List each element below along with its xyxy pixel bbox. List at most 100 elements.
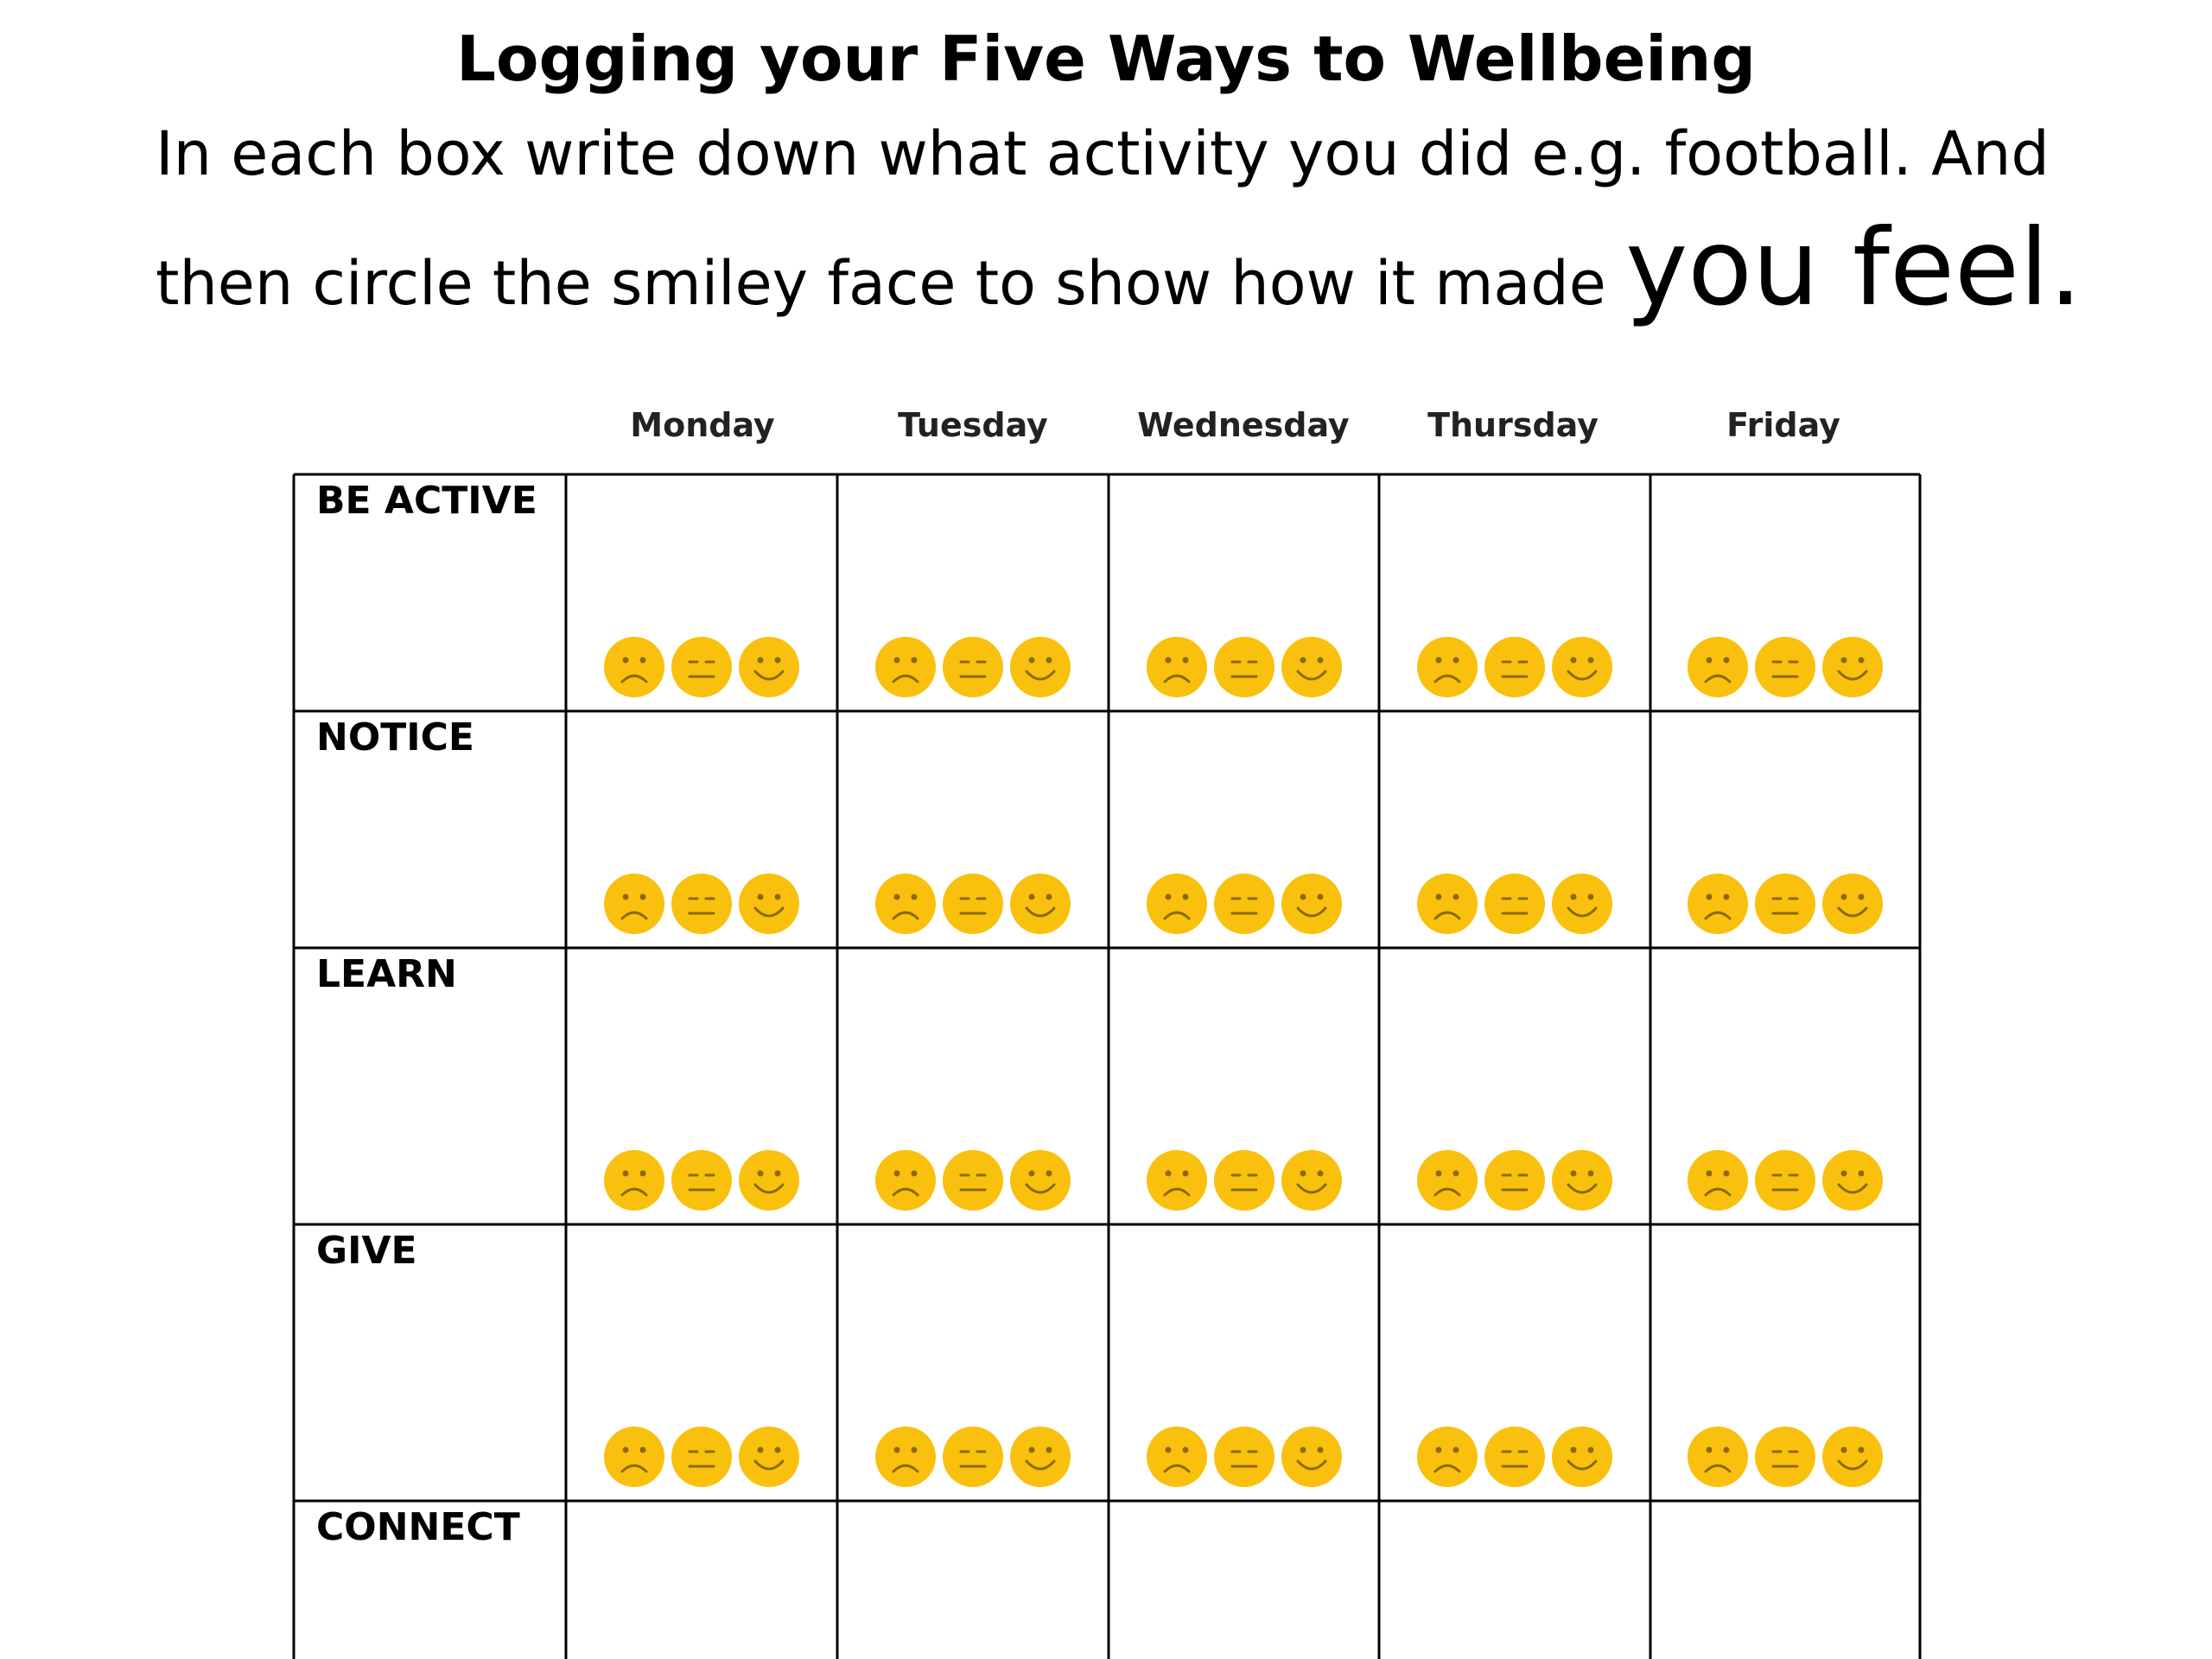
neutral-face-icon[interactable] <box>940 872 1006 936</box>
log-cell[interactable] <box>837 474 1109 711</box>
log-cell[interactable] <box>1109 1501 1379 1659</box>
happy-face-icon[interactable] <box>1279 872 1344 936</box>
log-cell[interactable] <box>1109 711 1379 948</box>
face-options <box>1650 1148 1920 1212</box>
neutral-face-icon[interactable] <box>669 872 734 936</box>
face-options <box>837 635 1109 699</box>
sad-face-icon[interactable] <box>873 1148 938 1212</box>
neutral-face-icon[interactable] <box>1482 635 1548 699</box>
sad-face-icon[interactable] <box>601 872 667 936</box>
sad-face-icon[interactable] <box>1685 872 1751 936</box>
day-header-tuesday: Tuesday <box>898 406 1048 444</box>
neutral-face-icon[interactable] <box>940 635 1006 699</box>
log-cell[interactable] <box>1650 474 1920 711</box>
happy-face-icon[interactable] <box>1279 635 1344 699</box>
neutral-face-icon[interactable] <box>1211 872 1277 936</box>
neutral-face-icon[interactable] <box>1752 872 1818 936</box>
log-cell[interactable] <box>1379 948 1650 1224</box>
neutral-face-icon[interactable] <box>940 1425 1006 1489</box>
sad-face-icon[interactable] <box>1144 872 1210 936</box>
sad-face-icon[interactable] <box>1414 872 1480 936</box>
sad-face-icon[interactable] <box>1685 635 1751 699</box>
sad-face-icon[interactable] <box>1144 1148 1210 1212</box>
sad-face-icon[interactable] <box>1414 635 1480 699</box>
happy-face-icon[interactable] <box>736 1148 802 1212</box>
sad-face-icon[interactable] <box>1685 1148 1751 1212</box>
log-cell[interactable] <box>566 1501 837 1659</box>
happy-face-icon[interactable] <box>1007 635 1073 699</box>
log-cell[interactable] <box>837 948 1109 1224</box>
log-cell[interactable] <box>1379 474 1650 711</box>
happy-face-icon[interactable] <box>1549 1148 1615 1212</box>
log-cell[interactable] <box>566 474 837 711</box>
happy-face-icon[interactable] <box>1820 635 1885 699</box>
log-cell[interactable] <box>1650 1501 1920 1659</box>
happy-face-icon[interactable] <box>1007 1425 1073 1489</box>
log-cell[interactable] <box>1109 474 1379 711</box>
log-cell[interactable] <box>1650 948 1920 1224</box>
log-cell[interactable] <box>837 1501 1109 1659</box>
sad-face-icon[interactable] <box>1144 635 1210 699</box>
day-header-monday: Monday <box>630 406 775 444</box>
log-cell[interactable] <box>837 1224 1109 1501</box>
sad-face-icon[interactable] <box>873 872 938 936</box>
sad-face-icon[interactable] <box>1685 1425 1751 1489</box>
log-cell[interactable] <box>1650 1224 1920 1501</box>
happy-face-icon[interactable] <box>1007 872 1073 936</box>
happy-face-icon[interactable] <box>1820 1425 1885 1489</box>
sad-face-icon[interactable] <box>601 635 667 699</box>
sad-face-icon[interactable] <box>1414 1148 1480 1212</box>
face-options <box>1109 1425 1379 1489</box>
log-cell[interactable] <box>1650 711 1920 948</box>
row-label-learn: LEARN <box>316 952 457 996</box>
log-cell[interactable] <box>566 948 837 1224</box>
neutral-face-icon[interactable] <box>1211 635 1277 699</box>
log-cell[interactable] <box>1379 711 1650 948</box>
face-options <box>1650 1425 1920 1489</box>
neutral-face-icon[interactable] <box>669 635 734 699</box>
face-options <box>566 872 837 936</box>
log-cell[interactable] <box>566 711 837 948</box>
face-options <box>566 1425 837 1489</box>
sad-face-icon[interactable] <box>1144 1425 1210 1489</box>
neutral-face-icon[interactable] <box>1482 1148 1548 1212</box>
day-header-friday: Friday <box>1726 406 1840 444</box>
neutral-face-icon[interactable] <box>1752 1148 1818 1212</box>
happy-face-icon[interactable] <box>1279 1148 1344 1212</box>
neutral-face-icon[interactable] <box>940 1148 1006 1212</box>
neutral-face-icon[interactable] <box>669 1148 734 1212</box>
sad-face-icon[interactable] <box>1414 1425 1480 1489</box>
log-cell[interactable] <box>1379 1224 1650 1501</box>
log-cell[interactable] <box>1379 1501 1650 1659</box>
log-cell[interactable] <box>837 711 1109 948</box>
happy-face-icon[interactable] <box>1549 1425 1615 1489</box>
log-cell[interactable] <box>566 1224 837 1501</box>
happy-face-icon[interactable] <box>1279 1425 1344 1489</box>
face-options <box>837 1148 1109 1212</box>
sad-face-icon[interactable] <box>601 1148 667 1212</box>
neutral-face-icon[interactable] <box>1752 1425 1818 1489</box>
neutral-face-icon[interactable] <box>1211 1425 1277 1489</box>
row-label-give: GIVE <box>316 1229 417 1273</box>
happy-face-icon[interactable] <box>1820 1148 1885 1212</box>
happy-face-icon[interactable] <box>1820 872 1885 936</box>
neutral-face-icon[interactable] <box>1752 635 1818 699</box>
happy-face-icon[interactable] <box>736 635 802 699</box>
happy-face-icon[interactable] <box>736 1425 802 1489</box>
face-options <box>837 872 1109 936</box>
neutral-face-icon[interactable] <box>1482 872 1548 936</box>
happy-face-icon[interactable] <box>1549 635 1615 699</box>
neutral-face-icon[interactable] <box>1211 1148 1277 1212</box>
happy-face-icon[interactable] <box>1007 1148 1073 1212</box>
row-label-connect: CONNECT <box>316 1505 520 1549</box>
sad-face-icon[interactable] <box>873 635 938 699</box>
log-cell[interactable] <box>1109 948 1379 1224</box>
sad-face-icon[interactable] <box>601 1425 667 1489</box>
log-cell[interactable] <box>1109 1224 1379 1501</box>
sad-face-icon[interactable] <box>873 1425 938 1489</box>
face-options <box>837 1425 1109 1489</box>
happy-face-icon[interactable] <box>736 872 802 936</box>
neutral-face-icon[interactable] <box>1482 1425 1548 1489</box>
happy-face-icon[interactable] <box>1549 872 1615 936</box>
neutral-face-icon[interactable] <box>669 1425 734 1489</box>
